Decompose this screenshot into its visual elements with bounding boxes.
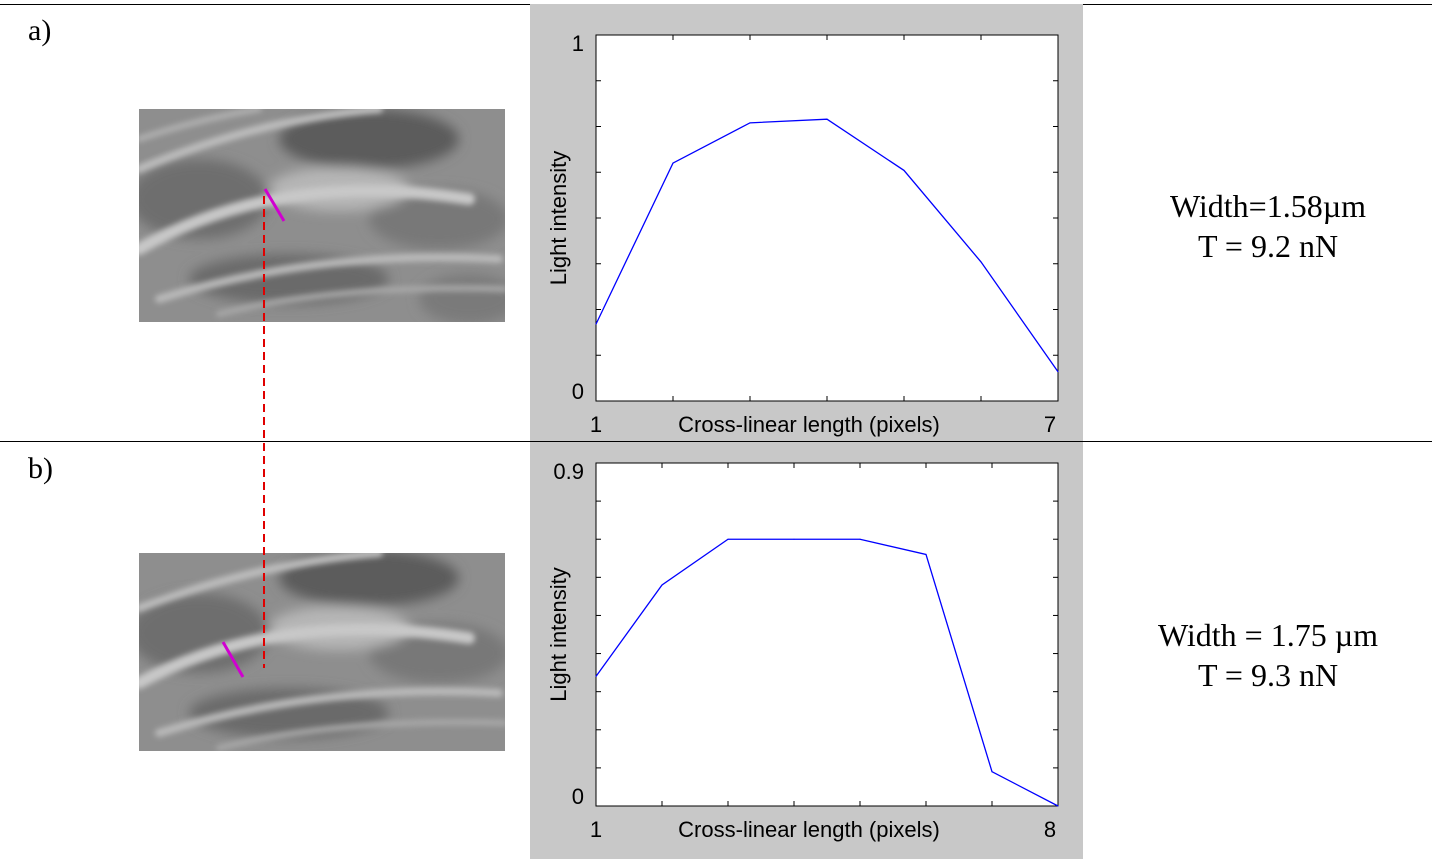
micrograph-a xyxy=(139,109,505,322)
panel-label-b: b) xyxy=(28,452,53,485)
data-point-0 xyxy=(595,675,597,677)
width-value-b: Width = 1.75 µm xyxy=(1157,617,1379,653)
data-point-3 xyxy=(826,118,828,120)
plot-panel-b: 0 0.9 1 8 Cross-linear length (pixels) Light … xyxy=(530,442,1083,859)
measurement-marker-a xyxy=(263,188,286,222)
result-b: Width = 1.75 µm T = 9.3 nN xyxy=(1118,615,1418,695)
plot-area xyxy=(595,462,1059,807)
data-point-2 xyxy=(749,122,751,124)
y-tick-label-max: 0.9 xyxy=(553,459,584,484)
data-point-1 xyxy=(672,162,674,164)
data-point-7 xyxy=(1057,805,1059,807)
data-point-5 xyxy=(925,553,927,555)
y-tick-label-min: 0 xyxy=(572,784,584,809)
y-tick-label-min: 0 xyxy=(572,379,584,404)
micrograph-b xyxy=(139,553,505,751)
width-value-a: Width=1.58µm xyxy=(1169,188,1367,224)
x-axis-label: Cross-linear length (pixels) xyxy=(678,817,940,842)
data-point-6 xyxy=(1057,371,1059,373)
data-point-1 xyxy=(661,584,663,586)
measurement-marker-b xyxy=(221,641,245,678)
plot-panel-a: 0 1 1 7 Cross-linear length (pixels) Light in… xyxy=(530,4,1083,441)
data-point-0 xyxy=(595,323,597,325)
y-axis-label: Light intensity xyxy=(546,151,571,286)
x-axis-label: Cross-linear length (pixels) xyxy=(678,412,940,437)
divider-rule xyxy=(0,441,1432,442)
y-tick-label-max: 1 xyxy=(572,31,584,56)
data-point-3 xyxy=(793,538,795,540)
tension-value-b: T = 9.3 nN xyxy=(1197,657,1339,693)
intensity-line-b xyxy=(595,538,1059,807)
y-axis-label: Light intensity xyxy=(546,567,571,702)
result-a: Width=1.58µm T = 9.2 nN xyxy=(1118,186,1418,266)
x-tick-label-min: 1 xyxy=(590,412,602,437)
x-tick-label-max: 7 xyxy=(1044,412,1056,437)
data-point-6 xyxy=(991,771,993,773)
tension-value-a: T = 9.2 nN xyxy=(1197,228,1339,264)
panel-label-a: a) xyxy=(28,14,52,47)
plot-area xyxy=(595,34,1059,402)
x-tick-label-max: 8 xyxy=(1044,817,1056,842)
data-point-4 xyxy=(859,538,861,540)
data-point-5 xyxy=(980,261,982,263)
data-point-4 xyxy=(903,169,905,171)
data-point-2 xyxy=(727,538,729,540)
x-tick-label-min: 1 xyxy=(590,817,602,842)
